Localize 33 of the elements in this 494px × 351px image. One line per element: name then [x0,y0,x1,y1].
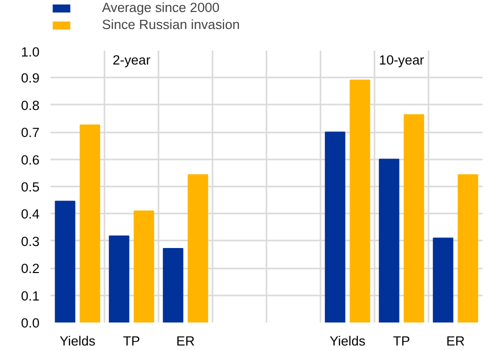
x-tick-label: ER [446,334,465,348]
annotation: 10-year [378,52,425,68]
bar [350,80,370,322]
annotation: 2-year [112,52,151,68]
bar [134,210,154,322]
x-tick-label: Yields [60,334,96,348]
bar [324,132,346,322]
x-tick-label: TP [122,334,140,348]
bar [188,174,208,322]
y-tick-label: 0.5 [20,180,40,194]
x-tick-label: ER [176,334,195,348]
legend-label: Average since 2000 [102,0,220,15]
legend-label: Since Russian invasion [102,17,240,32]
bar [108,236,130,322]
y-tick-label: 0.6 [20,152,40,168]
y-tick-label: 0.8 [20,98,40,113]
y-tick-label: 0.4 [20,206,40,222]
y-tick-label: 1.0 [20,44,40,60]
x-tick-label: TP [392,334,410,348]
bar [378,158,400,322]
y-tick-label: 0.7 [20,125,40,140]
y-tick-label: 0.9 [20,70,40,86]
y-tick-label: 0.2 [20,261,40,276]
y-tick-label: 0.3 [20,234,40,249]
bar [404,114,424,322]
bar [54,200,76,322]
y-tick-label: 0.0 [20,316,40,330]
bar [162,248,184,322]
bar [458,174,478,322]
x-tick-label: Yields [330,334,366,348]
bar [80,124,100,322]
y-tick-label: 0.1 [20,288,40,304]
bar [432,238,454,322]
